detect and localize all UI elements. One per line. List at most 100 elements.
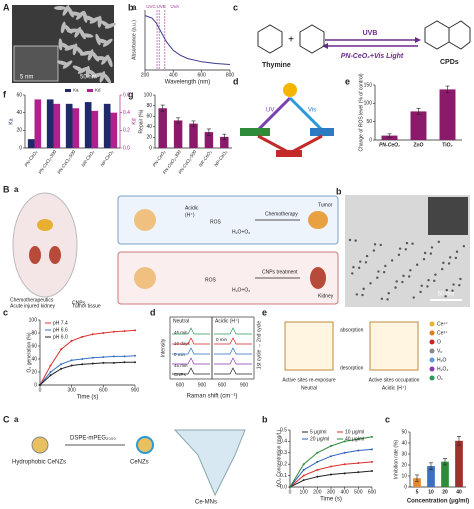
particle [409, 269, 412, 272]
point [60, 363, 63, 366]
point [357, 462, 360, 465]
error-bar [416, 108, 421, 115]
error-bar [443, 458, 447, 466]
particle [364, 261, 368, 264]
line [39, 329, 136, 386]
y-tick-label: 100 [364, 101, 373, 107]
label: Neutral [173, 318, 189, 324]
particle [58, 38, 63, 51]
label: DSPE-mPEG₂₀₀₀ [70, 436, 116, 442]
particle [448, 256, 452, 259]
label: H₂O+O₂ [232, 287, 250, 293]
particle [359, 260, 362, 263]
particle [84, 15, 96, 22]
bar [84, 102, 92, 148]
beam [291, 134, 323, 154]
particle [437, 240, 441, 244]
panel-label: B [3, 184, 10, 194]
point [70, 339, 73, 342]
y-axis-label: O₂ generation (%) [26, 332, 32, 372]
legend-label: Ka [73, 88, 79, 93]
label: 600 [176, 382, 185, 388]
label: H₂O₂ [437, 366, 448, 372]
particle [62, 5, 70, 16]
sun [283, 83, 297, 97]
molecule [257, 24, 283, 54]
particle [384, 264, 387, 268]
x-tick-label: 5 [416, 489, 419, 495]
particle [452, 283, 455, 286]
particle [99, 71, 106, 83]
x-tick-label: 0 [289, 489, 292, 495]
particle [390, 259, 394, 262]
x-tick-label: 600 [99, 387, 108, 393]
point [357, 449, 360, 452]
error-bar [191, 120, 196, 127]
y-tick-label: 0.0 [280, 484, 287, 490]
particle [423, 251, 427, 255]
particle [447, 262, 451, 265]
legend-swatch [429, 357, 435, 363]
line [39, 355, 136, 386]
particle [376, 276, 379, 279]
label: Vis [308, 108, 316, 114]
label: PN-CeO₂+Vis Light [341, 53, 404, 60]
x-tick-label: 40 [456, 489, 462, 495]
particle [79, 50, 92, 56]
label: Active sites re-exposure [282, 377, 336, 383]
particle [355, 293, 359, 296]
point [330, 473, 332, 476]
y-tick-label: 80 [146, 103, 152, 109]
arrow-head [415, 37, 421, 43]
molecule [299, 24, 325, 54]
x-tick-label: 300 [67, 387, 76, 393]
plot-frame [211, 316, 255, 380]
y-tick-label: 40 [146, 124, 152, 130]
label: ROS [205, 277, 217, 283]
legend-label: pH 6.0 [53, 334, 68, 340]
label: Raman shift (cm⁻¹) [187, 394, 238, 400]
particle [74, 26, 82, 38]
bar [204, 132, 214, 148]
x-axis-label: Time (s) [320, 497, 342, 503]
label: Acidic [185, 205, 199, 211]
point [70, 364, 73, 367]
label: 50 nm [438, 292, 455, 298]
label: Neutral [301, 385, 317, 391]
arrow-head [322, 43, 328, 49]
x-axis-label: Wavelength (nm) [165, 80, 210, 86]
x-tick-label: ZnO [414, 142, 424, 148]
particle [348, 238, 352, 242]
x-tick-label: 900 [131, 387, 140, 393]
error-bar [457, 436, 461, 446]
legend-swatch [87, 89, 93, 92]
label: ROS [210, 219, 222, 225]
point [91, 356, 94, 359]
annotation: UVB [157, 4, 166, 9]
panel-label: d [150, 307, 156, 317]
bar [103, 103, 111, 148]
y-tick-label: 0.1 [280, 473, 287, 479]
micrograph-inset [428, 197, 468, 235]
spectrum [214, 367, 252, 375]
bar [34, 99, 42, 148]
bar [65, 103, 73, 148]
particle [455, 250, 459, 253]
particle [369, 282, 372, 285]
particle [103, 73, 111, 84]
label: Kidney [318, 293, 334, 299]
legend-label: pH 7.4 [53, 320, 68, 326]
label: 900 [240, 382, 249, 388]
label: 900 [198, 382, 207, 388]
spectrum [172, 347, 210, 355]
label: UVB [363, 30, 378, 37]
y2-tick-label: 0.2 [123, 128, 130, 134]
label: Active sites occupation [369, 377, 420, 383]
label: 5 nm [20, 75, 33, 81]
label: Tumor [318, 202, 333, 208]
particle [459, 277, 462, 281]
y-axis-label: Inhibition rate (%) [393, 440, 399, 480]
point [81, 335, 84, 338]
